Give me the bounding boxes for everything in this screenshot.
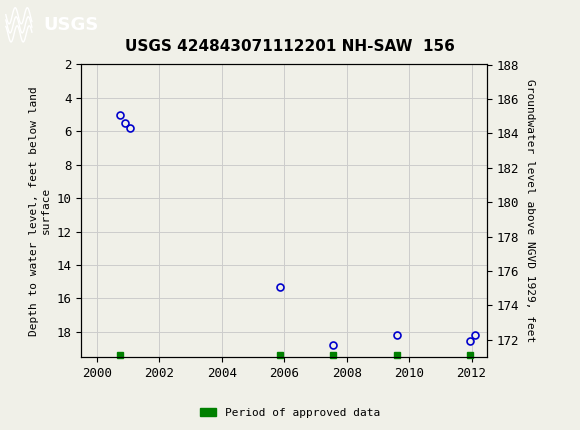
Text: USGS 424843071112201 NH-SAW  156: USGS 424843071112201 NH-SAW 156	[125, 39, 455, 54]
Text: USGS: USGS	[44, 16, 99, 34]
Y-axis label: Groundwater level above NGVD 1929, feet: Groundwater level above NGVD 1929, feet	[525, 79, 535, 342]
Legend: Period of approved data: Period of approved data	[195, 403, 385, 422]
Y-axis label: Depth to water level, feet below land
surface: Depth to water level, feet below land su…	[30, 86, 51, 335]
